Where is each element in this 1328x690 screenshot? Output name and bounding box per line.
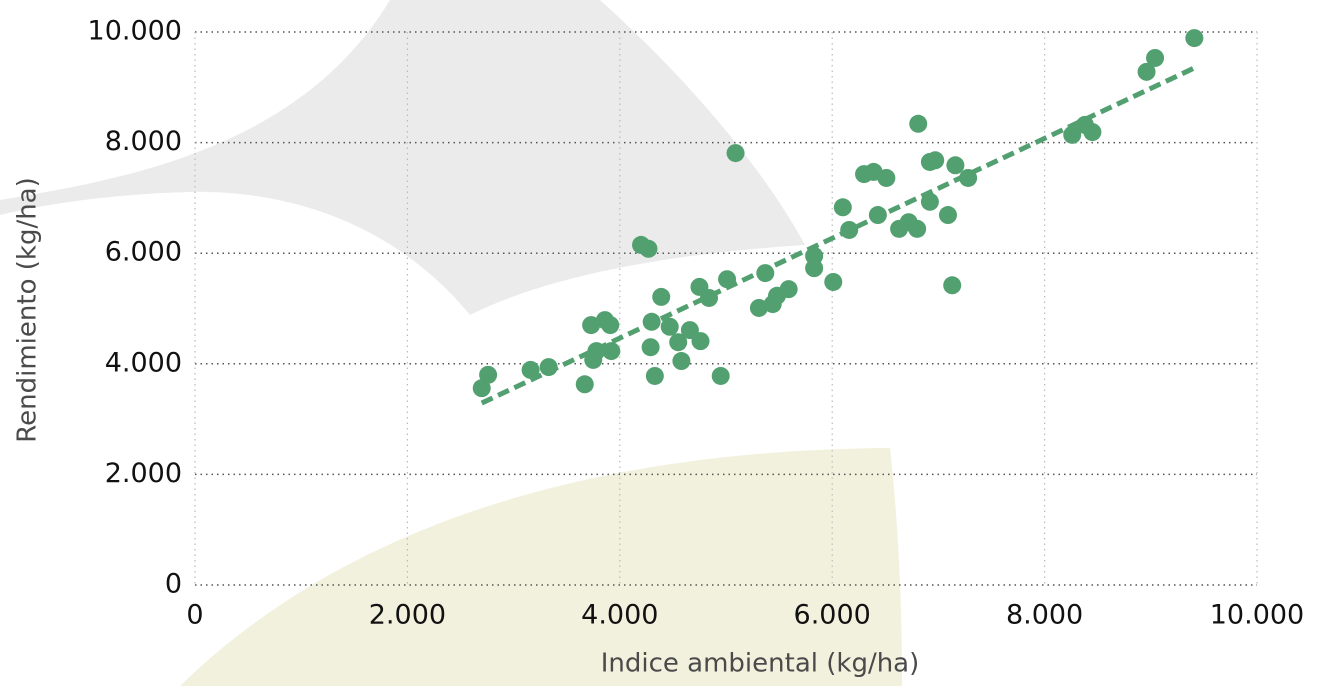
y-tick-label: 10.000 [88,16,182,47]
x-axis-title: Indice ambiental (kg/ha) [601,649,920,679]
y-tick-label: 8.000 [105,126,182,157]
data-point [1146,49,1164,67]
data-point [661,318,679,336]
data-point [727,144,745,162]
data-point [834,198,852,216]
data-point [1083,123,1101,141]
data-point [646,367,664,385]
x-tick-label: 6.000 [794,600,871,631]
data-point [601,316,619,334]
x-tick-label: 0 [186,600,203,631]
data-point [908,220,926,238]
x-tick-label: 10.000 [1210,600,1304,631]
data-point [805,259,823,277]
data-point [926,151,944,169]
y-tick-label: 0 [165,569,182,600]
y-axis-title: Rendimiento (kg/ha) [13,177,43,443]
data-point [639,240,657,258]
data-point [712,367,730,385]
data-point [576,375,594,393]
data-point [1185,29,1203,47]
data-point [909,115,927,133]
data-point [672,352,690,370]
data-point [946,156,964,174]
data-point [692,332,710,350]
y-tick-label: 6.000 [105,237,182,268]
data-point [479,366,497,384]
x-tick-label: 8.000 [1006,600,1083,631]
data-point [943,276,961,294]
data-point [652,288,670,306]
data-point [877,169,895,187]
data-point [824,273,842,291]
x-tick-label: 4.000 [581,600,658,631]
chart: Indice ambiental (kg/ha) Rendimiento (kg… [0,0,1328,686]
x-tick-label: 2.000 [369,600,446,631]
y-tick-label: 2.000 [105,458,182,489]
data-point [780,280,798,298]
data-point [642,338,660,356]
data-point [939,206,957,224]
background-shape [0,0,805,315]
y-tick-label: 4.000 [105,347,182,378]
